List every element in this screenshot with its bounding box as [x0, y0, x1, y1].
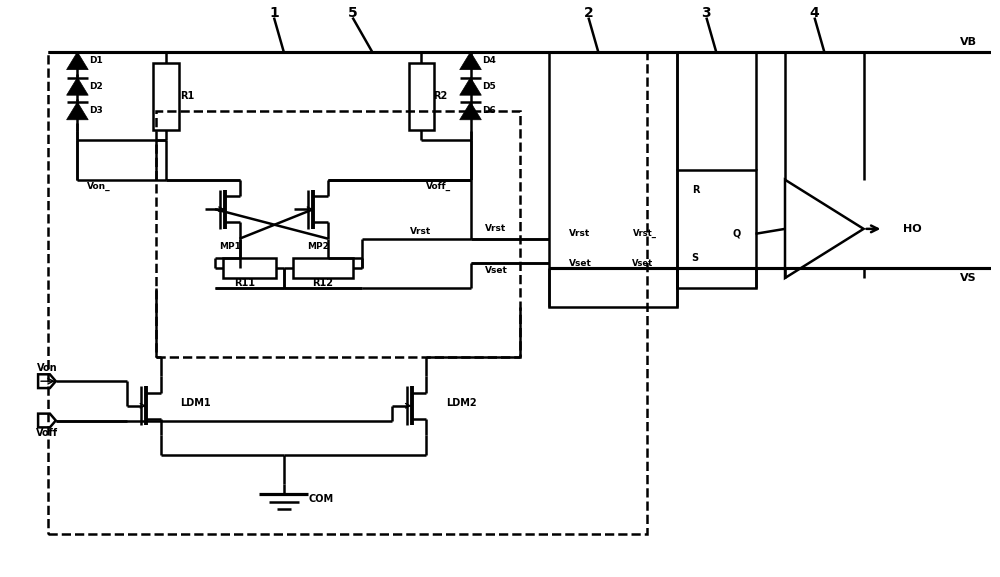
Text: 3: 3 — [702, 6, 711, 20]
Text: HO: HO — [903, 224, 922, 234]
Text: Vset: Vset — [569, 258, 592, 268]
Text: VS: VS — [960, 273, 977, 283]
Text: Vrst: Vrst — [410, 227, 431, 237]
Polygon shape — [460, 77, 481, 95]
Text: LDM1: LDM1 — [181, 398, 211, 408]
Polygon shape — [67, 77, 88, 95]
Text: R11: R11 — [234, 278, 255, 288]
Text: 1: 1 — [269, 6, 279, 20]
Bar — [293, 258, 353, 278]
Polygon shape — [460, 52, 481, 70]
Text: D2: D2 — [89, 82, 103, 91]
Bar — [153, 62, 179, 130]
Bar — [156, 111, 520, 357]
Polygon shape — [67, 102, 88, 120]
Text: 5: 5 — [348, 6, 357, 20]
Text: LDM2: LDM2 — [446, 398, 477, 408]
Text: D1: D1 — [89, 57, 103, 65]
Text: Voff: Voff — [36, 428, 58, 439]
Text: MP1: MP1 — [219, 242, 241, 251]
Bar — [48, 52, 647, 534]
Text: Voff_: Voff_ — [426, 182, 451, 191]
Text: 4: 4 — [810, 6, 819, 20]
Text: Vrst: Vrst — [569, 229, 590, 238]
Text: Von: Von — [37, 364, 57, 373]
Text: R12: R12 — [313, 278, 334, 288]
Text: Vrst: Vrst — [485, 224, 507, 233]
Text: D3: D3 — [89, 106, 103, 115]
Text: Q: Q — [733, 228, 741, 239]
Text: Von_: Von_ — [87, 182, 111, 191]
Text: R: R — [692, 185, 699, 194]
Bar — [549, 52, 677, 308]
Text: D4: D4 — [482, 57, 496, 65]
Text: Vrst_: Vrst_ — [633, 229, 657, 238]
Text: MP2: MP2 — [307, 242, 329, 251]
Text: S: S — [692, 253, 699, 263]
Text: Vset: Vset — [485, 265, 508, 275]
Polygon shape — [460, 102, 481, 120]
Bar — [409, 62, 434, 130]
Text: R2: R2 — [433, 91, 447, 101]
Text: VB: VB — [960, 37, 977, 47]
Bar — [677, 170, 756, 288]
Text: R1: R1 — [181, 91, 195, 101]
Bar — [223, 258, 276, 278]
Text: 2: 2 — [584, 6, 593, 20]
Polygon shape — [67, 52, 88, 70]
Text: COM: COM — [308, 494, 333, 504]
Text: D5: D5 — [482, 82, 496, 91]
Text: Vset_: Vset_ — [632, 258, 657, 268]
Text: D6: D6 — [482, 106, 496, 115]
